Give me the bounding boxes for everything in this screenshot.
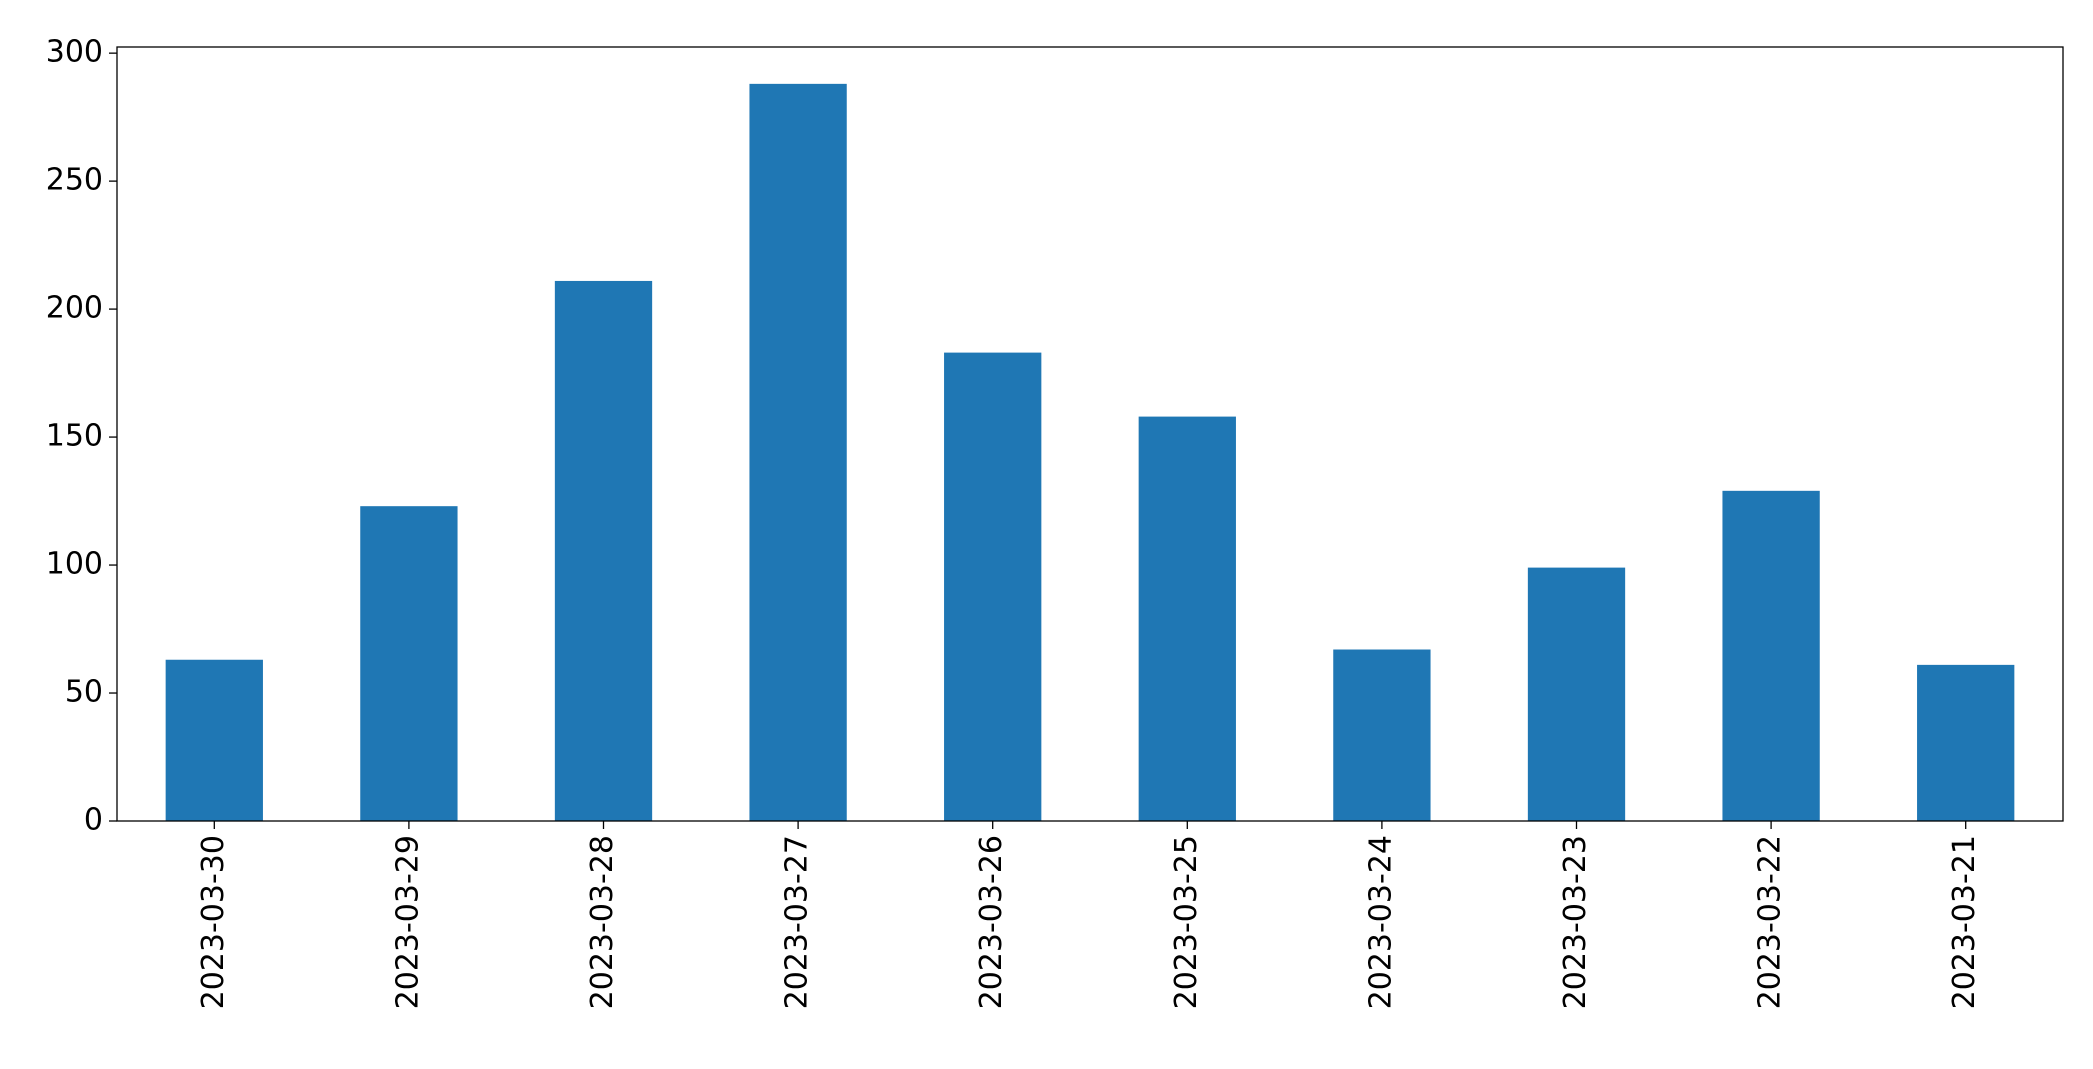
- x-tick-label: 2023-03-26: [974, 835, 1009, 1009]
- x-tick-label: 2023-03-21: [1947, 835, 1982, 1009]
- x-tick-label: 2023-03-24: [1363, 835, 1398, 1009]
- y-tick-label: 250: [46, 163, 103, 198]
- bar: [1722, 490, 1820, 821]
- bar: [1917, 664, 2015, 821]
- y-tick-label: 0: [84, 803, 103, 838]
- bar: [1527, 567, 1626, 821]
- bar: [944, 352, 1042, 821]
- y-tick-label: 100: [46, 547, 103, 582]
- y-tick-label: 50: [65, 675, 103, 710]
- y-tick-label: 200: [46, 291, 103, 326]
- bar: [1333, 649, 1431, 821]
- bar: [749, 83, 847, 822]
- plot-frame: [116, 46, 2064, 822]
- x-tick-label: 2023-03-25: [1169, 835, 1204, 1009]
- y-tick-label: 150: [46, 419, 103, 454]
- bar: [165, 659, 263, 821]
- bar: [1138, 416, 1236, 821]
- y-tick-label: 300: [46, 35, 103, 70]
- x-tick-label: 2023-03-28: [585, 835, 620, 1009]
- bar: [360, 506, 458, 821]
- x-tick-label: 2023-03-30: [196, 835, 231, 1009]
- x-tick-label: 2023-03-29: [390, 835, 425, 1009]
- x-tick-label: 2023-03-27: [780, 835, 815, 1009]
- x-tick-label: 2023-03-23: [1558, 835, 1593, 1009]
- x-tick-label: 2023-03-22: [1753, 835, 1788, 1009]
- bar: [554, 280, 653, 821]
